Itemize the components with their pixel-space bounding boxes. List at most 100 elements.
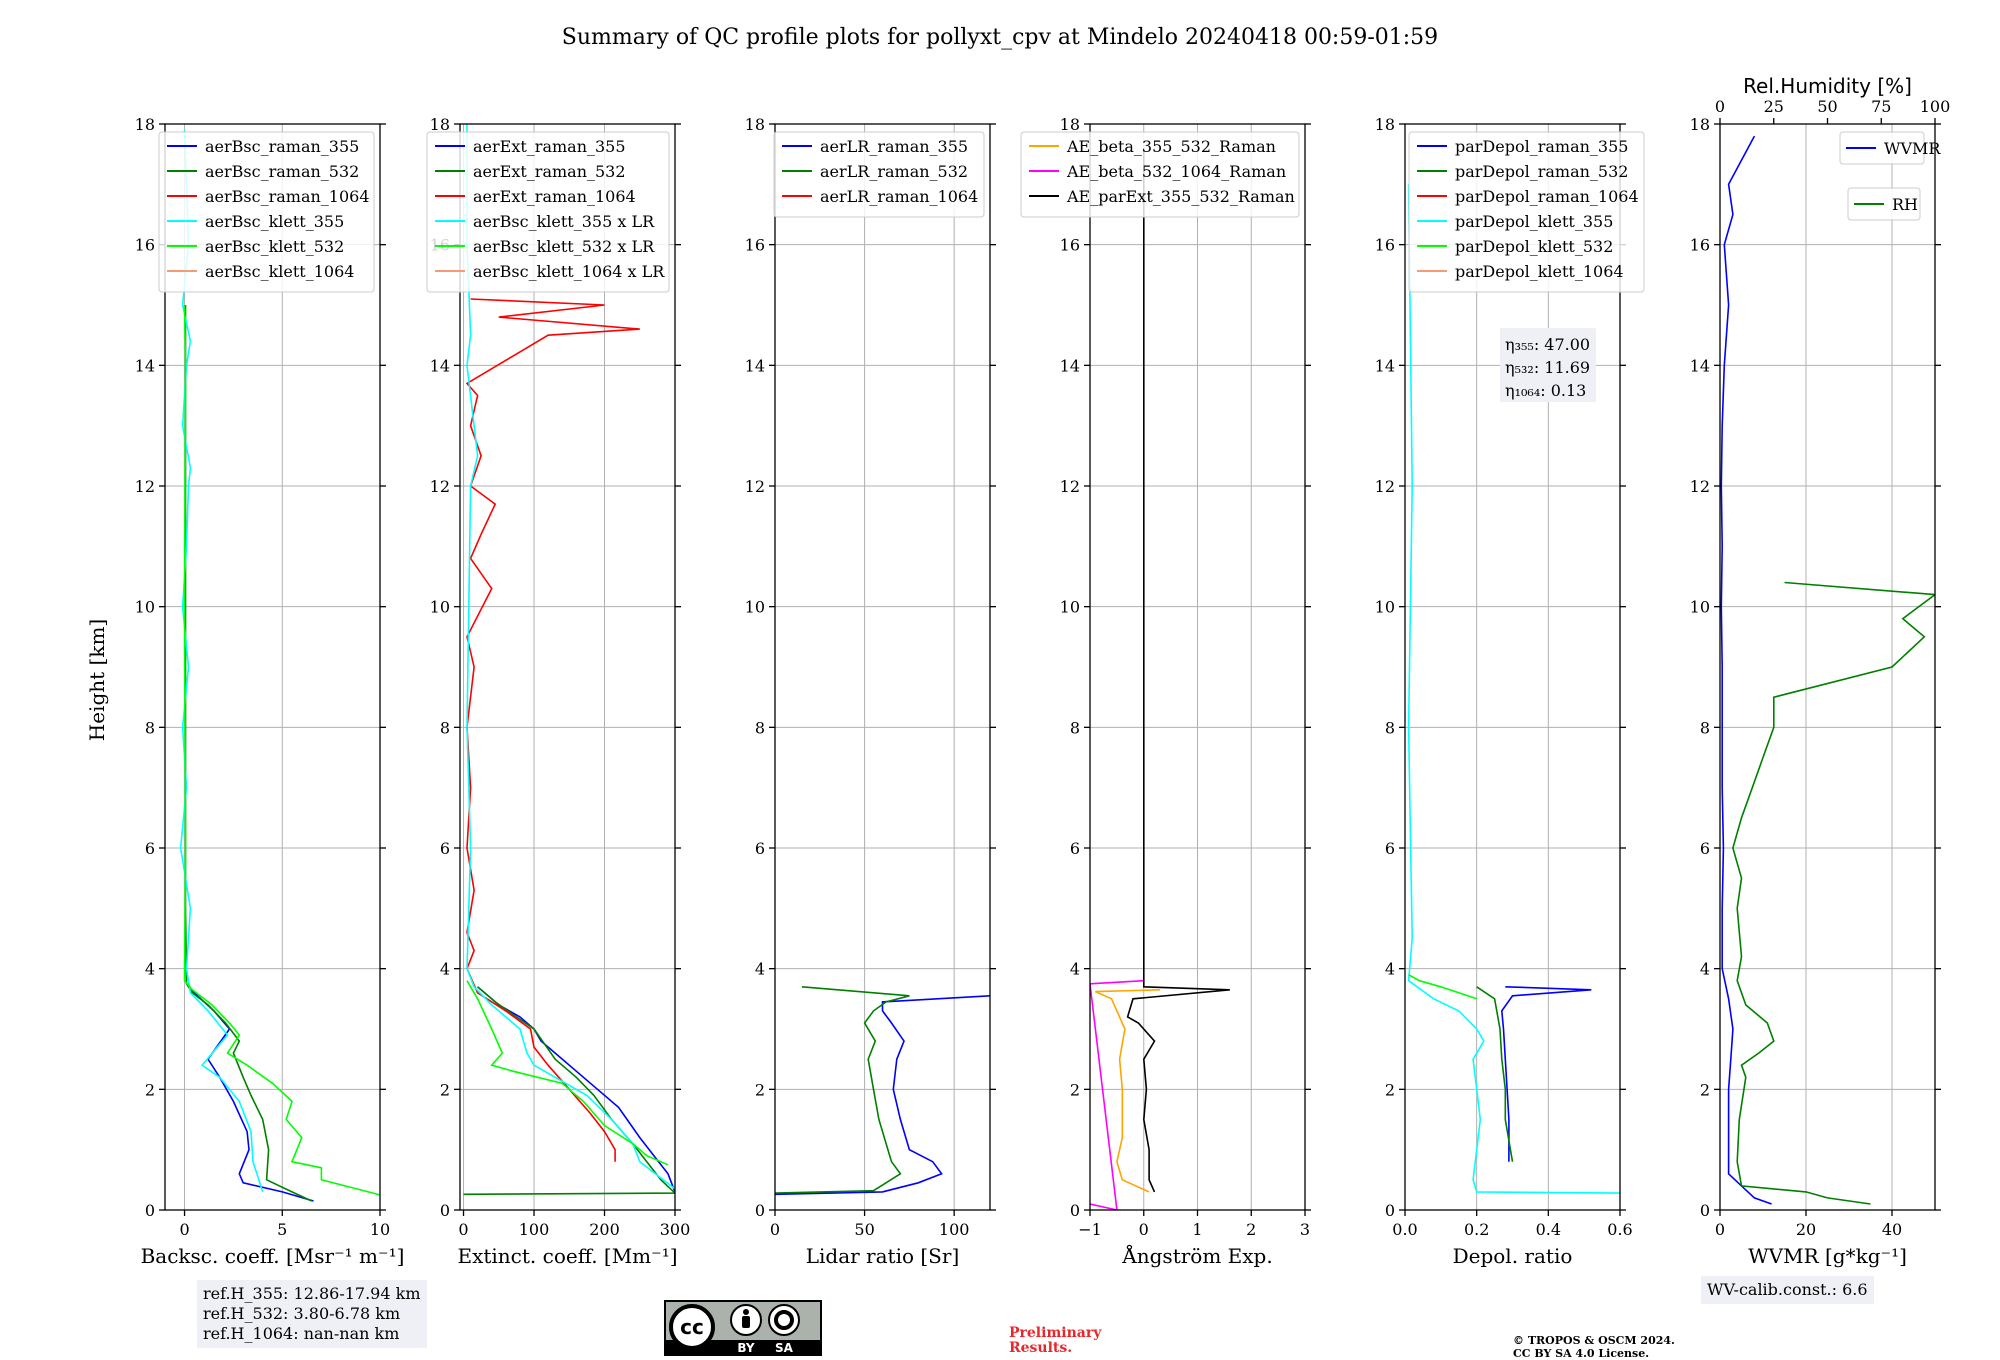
- axes-frame: [1404, 123, 1621, 1211]
- y-tick-label: 12: [1690, 477, 1710, 496]
- y-tick-label: 18: [1690, 115, 1710, 134]
- x-tick-label: 0.0: [1392, 1220, 1417, 1239]
- legend-entry: parDepol_klett_355: [1455, 212, 1613, 231]
- y-tick-label: 6: [1700, 839, 1710, 858]
- sa-share-icon: [768, 1304, 800, 1336]
- x-tick-label: 2: [1246, 1220, 1256, 1239]
- x2-tick-label: 0: [1715, 97, 1725, 116]
- eta-line: η₁₀₆₄: 0.13: [1505, 381, 1586, 400]
- legend-entry: aerExt_raman_532: [473, 162, 626, 181]
- legend-entry: aerBsc_klett_1064 x LR: [473, 262, 665, 281]
- legend-entry: parDepol_raman_355: [1455, 137, 1628, 156]
- y-tick-label: 18: [1060, 115, 1080, 134]
- legend: aerExt_raman_355 aerExt_raman_532 aerExt_r…: [426, 131, 670, 293]
- y-tick-label: 10: [1060, 598, 1080, 617]
- series-line-aerExt_raman_532: [463, 986, 675, 1196]
- x-tick-label: −1: [1078, 1220, 1102, 1239]
- series-group: [1407, 184, 1620, 1194]
- legend-entry: aerExt_raman_1064: [473, 187, 636, 206]
- y-tick-label: 6: [1385, 839, 1395, 858]
- y-tick-label: 0: [1700, 1201, 1710, 1220]
- legend-entry: aerBsc_raman_355: [205, 137, 359, 156]
- copyright-note: © TROPOS & OSCM 2024. CC BY SA 4.0 Licen…: [1513, 1334, 1675, 1360]
- x-tick-label: 0: [770, 1220, 780, 1239]
- cc-license-badge: cc BY SA: [664, 1300, 822, 1356]
- y-tick-label: 12: [745, 477, 765, 496]
- y-tick-label: 10: [430, 598, 450, 617]
- y-tick-label: 0: [1385, 1201, 1395, 1220]
- x-axis-label: Backsc. coeff. [Msr⁻¹ m⁻¹]: [141, 1244, 405, 1268]
- x2-tick-label: 25: [1764, 97, 1784, 116]
- y-tick-label: 10: [745, 598, 765, 617]
- x-tick-label: 100: [519, 1220, 550, 1239]
- series-line-parDepol_klett_532: [1408, 974, 1477, 1000]
- series-group: [179, 129, 380, 1202]
- legend-entry: aerBsc_raman_1064: [205, 187, 370, 206]
- x-tick-label: 40: [1882, 1220, 1902, 1239]
- legend-entry: aerBsc_klett_532: [205, 237, 344, 256]
- figure-title: Summary of QC profile plots for pollyxt_…: [562, 25, 1438, 50]
- y-tick-label: 14: [1375, 356, 1395, 375]
- eta-annotation: η₃₅₅: 47.00 η₅₃₂: 11.69 η₁₀₆₄: 0.13: [1500, 328, 1596, 402]
- x-axis-label: Ångström Exp.: [1121, 1243, 1272, 1268]
- preliminary-note: Preliminary Results.: [1009, 1326, 1101, 1356]
- copyright-line-2: CC BY SA 4.0 License.: [1513, 1347, 1650, 1360]
- x-axis-label: Lidar ratio [Sr]: [806, 1244, 960, 1268]
- panel-1: 0 2 4 6 8 10 12 14 16 18 0 5 10 Backsc. coeff. [Msr⁻¹…: [135, 115, 405, 1268]
- series-line-aerBsc_klett_355 x LR: [466, 124, 675, 1190]
- series-line-parDepol_raman_532: [1476, 986, 1514, 1162]
- legend-label: WVMR: [1884, 139, 1941, 158]
- series-line-aerBsc_klett_532: [183, 304, 380, 1196]
- x-tick-label: 0.4: [1536, 1220, 1561, 1239]
- y-tick-label: 4: [1700, 960, 1710, 979]
- panel-2: 0246810121416180100200300Extinct. coeff.…: [426, 115, 690, 1268]
- y-tick-label: 2: [755, 1080, 765, 1099]
- legend-entry: AE_beta_532_1064_Raman: [1066, 162, 1286, 181]
- legend-label: RH: [1892, 195, 1918, 214]
- refh-note: ref.H_355: 12.86-17.94 km ref.H_532: 3.8…: [197, 1280, 427, 1348]
- legend-entry: aerExt_raman_355: [473, 137, 626, 156]
- y-tick-label: 10: [1690, 598, 1710, 617]
- axes-frame: [459, 123, 676, 1211]
- legend: aerBsc_raman_355 aerBsc_raman_532 aerBsc_r…: [158, 131, 375, 293]
- y-tick-label: 16: [135, 236, 155, 255]
- x-tick-label: 10: [370, 1220, 390, 1239]
- y-tick-label: 12: [1375, 477, 1395, 496]
- x-tick-label: 0: [179, 1220, 189, 1239]
- y-tick-label: 4: [755, 960, 765, 979]
- y-tick-label: 14: [430, 356, 450, 375]
- legend-wvmr: WVMR: [1839, 131, 1941, 165]
- series-line-AE_beta_355_532_Raman: [1095, 989, 1160, 1193]
- legend-entry: aerBsc_klett_532 x LR: [473, 237, 655, 256]
- series-group: [775, 986, 990, 1196]
- legend: aerLR_raman_355 aerLR_raman_532 aerLR_rama…: [773, 131, 985, 218]
- legend-entry: aerBsc_klett_1064: [205, 262, 354, 281]
- y-tick-label: 0: [1070, 1201, 1080, 1220]
- series-group: [463, 124, 675, 1196]
- y-tick-label: 4: [440, 960, 450, 979]
- legend-entry: aerBsc_raman_532: [205, 162, 359, 181]
- y-tick-label: 14: [1060, 356, 1080, 375]
- preliminary-line-2: Results.: [1009, 1340, 1073, 1356]
- x-axis-label: WVMR [g*kg⁻¹]: [1748, 1244, 1907, 1268]
- y-tick-label: 14: [745, 356, 765, 375]
- series-line-parDepol_raman_355: [1500, 986, 1592, 1162]
- series-group: [1720, 135, 1935, 1205]
- y-tick-label: 2: [440, 1080, 450, 1099]
- y-tick-label: 18: [1375, 115, 1395, 134]
- axes-frame: [774, 123, 991, 1211]
- x-axis-label: Extinct. coeff. [Mm⁻¹]: [457, 1244, 677, 1268]
- y-tick-label: 0: [440, 1201, 450, 1220]
- x2-tick-label: 75: [1871, 97, 1891, 116]
- x-tick-label: 1: [1192, 1220, 1202, 1239]
- y-tick-label: 16: [1375, 236, 1395, 255]
- series-line-WVMR: [1720, 135, 1772, 1205]
- y-tick-label: 6: [145, 839, 155, 858]
- legend: AE_beta_355_532_Raman AE_beta_532_1064_Ra…: [1020, 131, 1300, 218]
- wv-calib-note: WV-calib.const.: 6.6: [1701, 1276, 1874, 1304]
- x-tick-label: 50: [854, 1220, 874, 1239]
- x-tick-label: 0.6: [1607, 1220, 1632, 1239]
- y-tick-label: 6: [1070, 839, 1080, 858]
